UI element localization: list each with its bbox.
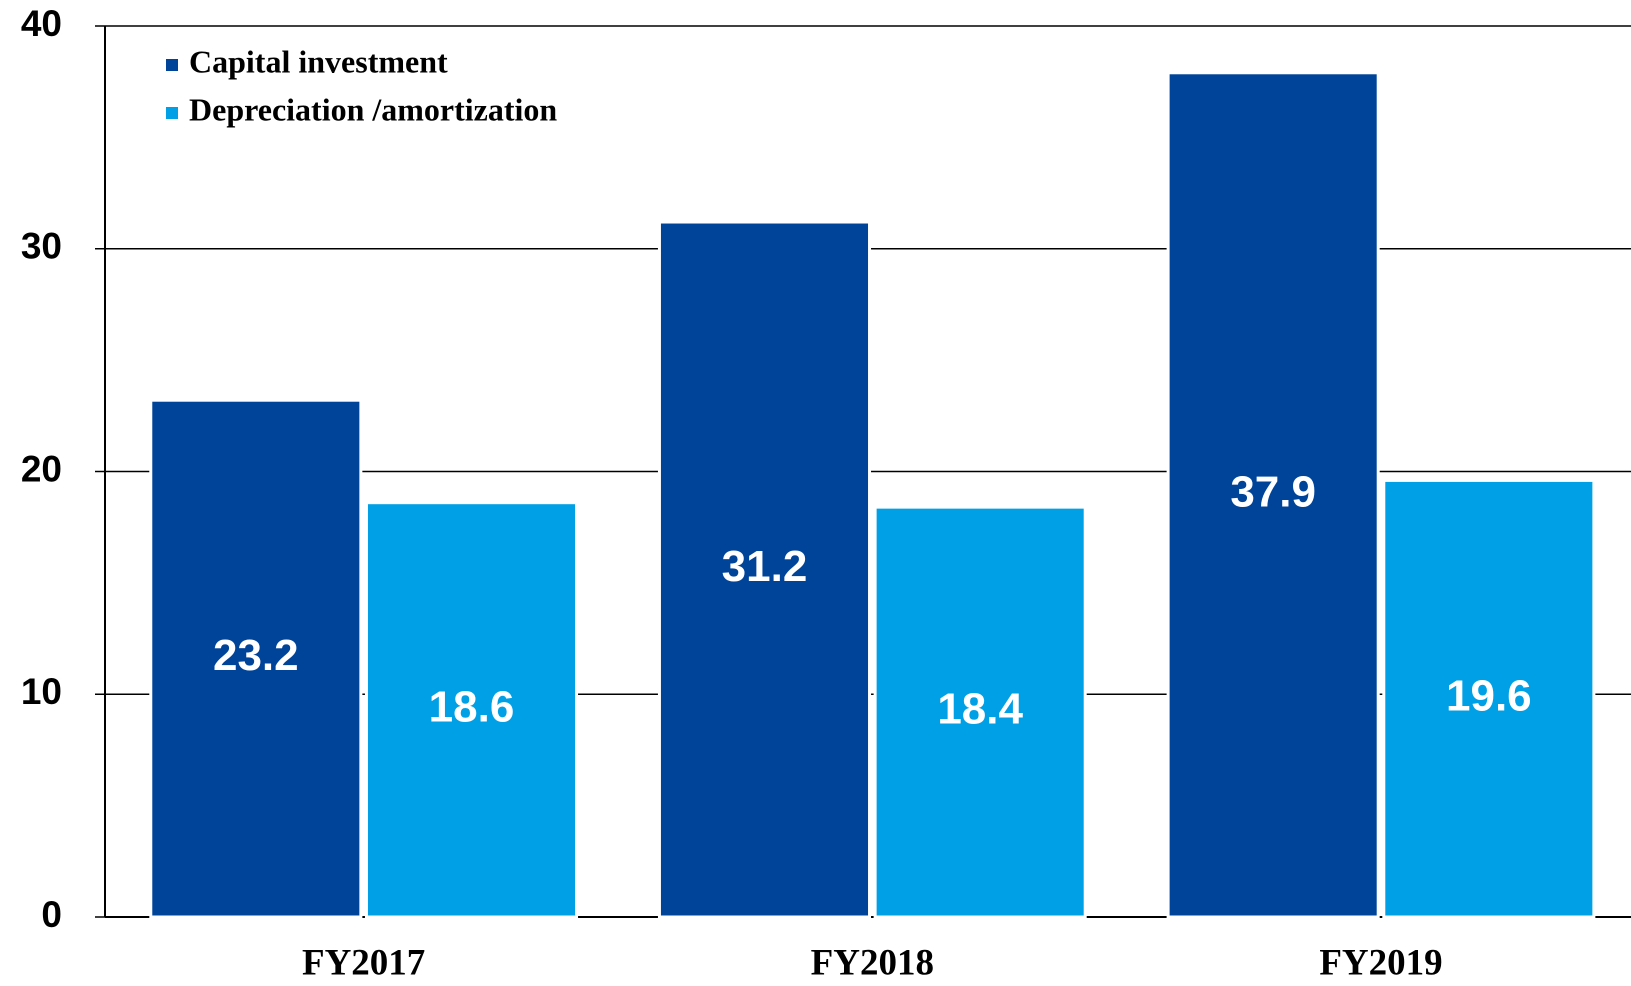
legend-label: Depreciation /amortization: [189, 91, 557, 127]
bar: [364, 501, 579, 919]
y-tick-label: 40: [21, 3, 62, 44]
x-tick-label: FY2019: [1319, 942, 1442, 983]
bar: [149, 398, 363, 919]
data-label: 23.2: [213, 631, 299, 680]
data-label: 37.9: [1230, 468, 1316, 517]
y-tick-label: 0: [41, 894, 62, 935]
bar: [657, 220, 872, 919]
bar: [1166, 71, 1380, 919]
bar: [1382, 478, 1596, 919]
data-label: 31.2: [722, 542, 808, 591]
legend-swatch: [166, 107, 178, 119]
y-tick-label: 10: [21, 671, 62, 712]
y-tick-label: 20: [21, 448, 62, 489]
x-tick-label: FY2017: [302, 942, 425, 983]
legend-swatch: [166, 59, 178, 71]
legend-label: Capital investment: [189, 43, 448, 79]
data-label: 19.6: [1446, 671, 1532, 720]
y-tick-label: 30: [21, 226, 62, 267]
data-label: 18.4: [937, 685, 1023, 734]
x-tick-label: FY2018: [811, 942, 934, 983]
data-label: 18.6: [429, 682, 515, 731]
bar: [873, 505, 1087, 919]
